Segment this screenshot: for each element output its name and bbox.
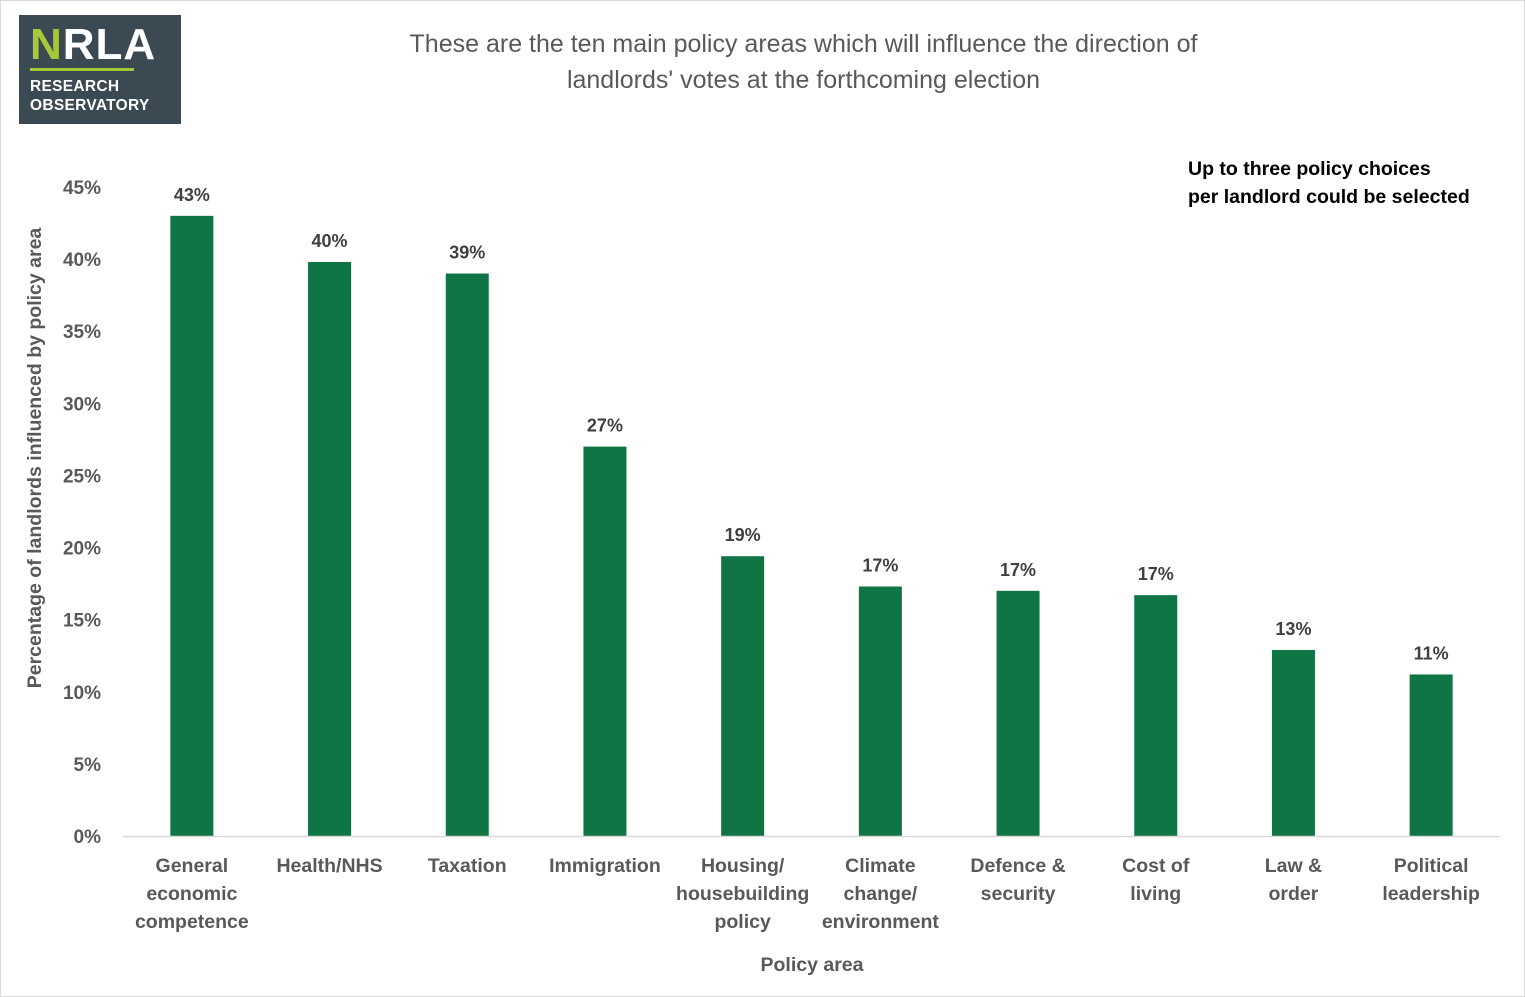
bar [445,273,489,836]
y-axis-ticks: 0% 5% 10% 15% 20% 25% 30% 35% 40% 45% [63,178,101,848]
bar [1409,674,1453,836]
bar [721,556,765,836]
logo-rule [30,68,134,71]
data-label: 11% [1414,643,1449,663]
x-tick-label: Climate [845,855,916,877]
x-tick-label: housebuilding [676,883,809,905]
logo-line-observatory: OBSERVATORY [30,97,150,114]
y-tick-label: 30% [63,394,101,415]
x-tick-label: Political [1394,855,1469,877]
data-label: 40% [312,231,348,251]
x-tick-label: General [156,855,229,877]
x-tick-label: competence [135,911,249,933]
data-label: 13% [1275,619,1311,639]
y-tick-label: 0% [74,827,102,848]
bar [583,446,627,836]
data-labels: 43% 40% 39% 27% 19% 17% 17% 17% 13% 11% [174,185,1449,664]
x-tick-label: Law & [1265,855,1322,877]
bar [858,586,902,836]
chart-note-line-1: Up to three policy choices [1188,158,1431,180]
data-label: 27% [587,416,623,436]
logo-wordmark: NRLA [30,20,157,69]
data-label: 39% [449,243,485,263]
bar [1271,649,1315,836]
data-label: 19% [725,525,761,545]
bar [308,261,352,836]
y-tick-label: 35% [63,322,101,343]
nrla-logo: NRLA RESEARCH OBSERVATORY [19,15,181,124]
x-axis-ticks: General economic competence Health/NHS Taxat… [135,855,1480,933]
x-tick-label: Health/NHS [276,855,382,877]
x-tick-label: Housing/ [701,855,785,877]
x-tick-label: policy [714,911,771,933]
chart-title-line-2: landlords' votes at the forthcoming elec… [566,66,1041,94]
y-tick-label: 45% [63,178,101,199]
x-tick-label: environment [822,911,940,933]
x-tick-label: Taxation [428,855,507,877]
chart-title-line-1: These are the ten main policy areas whic… [409,30,1198,58]
chart-note-line-2: per landlord could be selected [1188,186,1470,208]
y-tick-label: 25% [63,466,101,487]
x-tick-label: economic [146,883,237,905]
bar [170,215,214,836]
y-tick-label: 40% [63,250,101,271]
x-tick-label: leadership [1382,883,1480,905]
x-tick-label: Immigration [549,855,661,877]
x-tick-label: Cost of [1122,855,1190,877]
y-tick-label: 5% [74,755,102,776]
data-label: 17% [1000,560,1036,580]
x-tick-label: security [981,883,1056,905]
x-axis-title: Policy area [761,954,864,976]
bar [996,590,1040,836]
x-tick-label: Defence & [970,855,1065,877]
chart-note: Up to three policy choices per landlord … [1188,155,1508,211]
y-tick-label: 10% [63,683,101,704]
data-label: 43% [174,185,210,205]
y-axis-title: Percentage of landlords influenced by po… [24,228,46,689]
y-tick-label: 20% [63,539,101,560]
y-tick-label: 15% [63,611,101,632]
bars [170,215,1453,836]
bar [1134,595,1178,836]
x-tick-label: change/ [844,883,918,905]
x-tick-label: order [1269,883,1319,905]
x-tick-label: living [1130,883,1181,905]
data-label: 17% [1138,564,1174,584]
chart-title: These are the ten main policy areas whic… [300,26,1307,98]
data-label: 17% [862,555,898,575]
logo-line-research: RESEARCH [30,78,120,95]
